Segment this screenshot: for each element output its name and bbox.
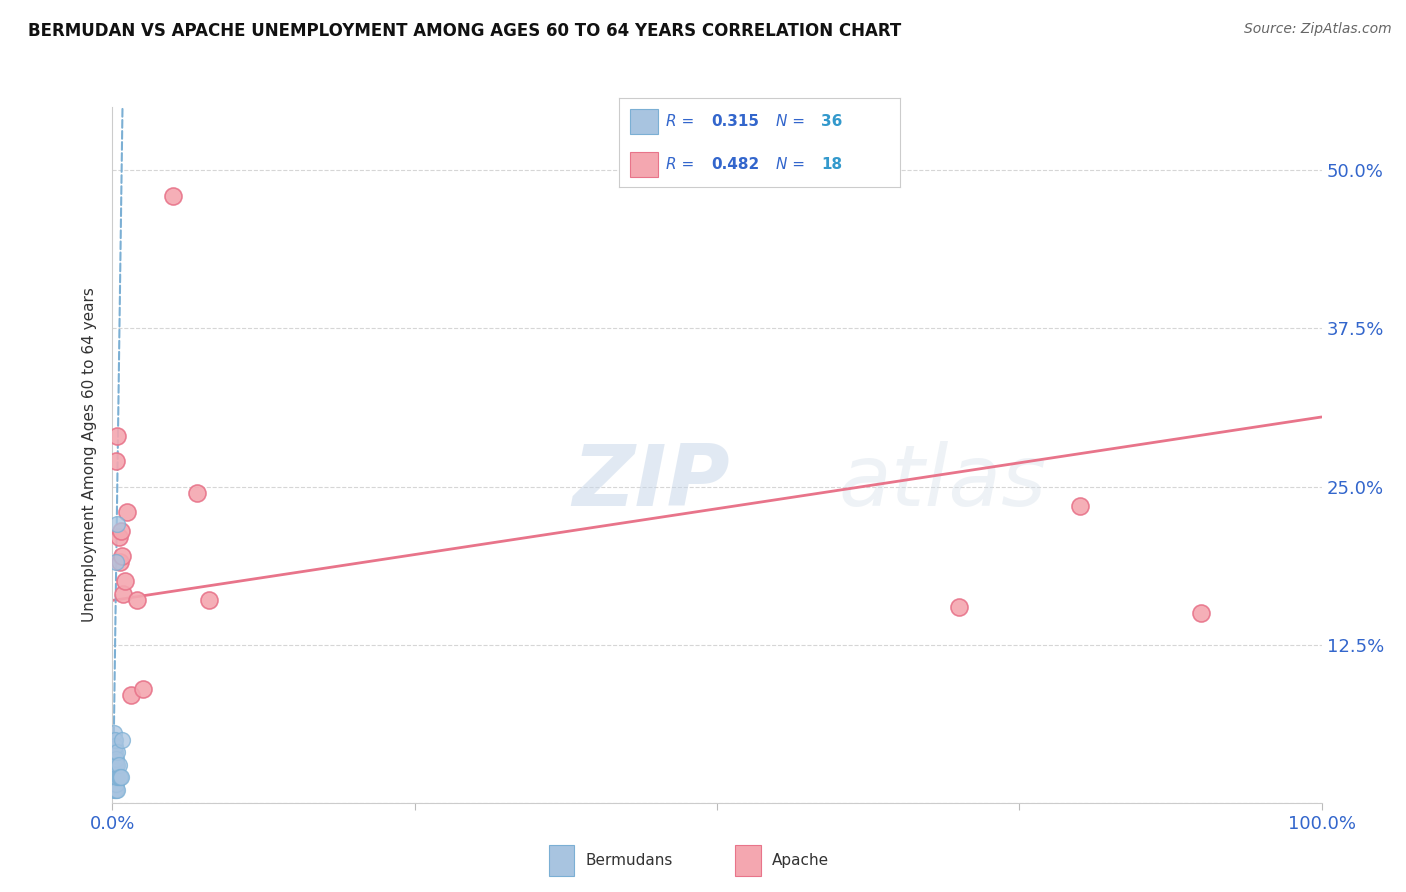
Point xyxy=(110,524,132,538)
Point xyxy=(104,764,127,779)
Point xyxy=(105,757,128,772)
Point xyxy=(103,751,125,765)
Y-axis label: Unemployment Among Ages 60 to 64 years: Unemployment Among Ages 60 to 64 years xyxy=(82,287,97,623)
Point xyxy=(111,549,134,563)
Point xyxy=(107,757,129,772)
Point xyxy=(132,681,155,696)
Point xyxy=(108,771,131,785)
Point xyxy=(105,454,128,468)
Point xyxy=(112,587,135,601)
Text: ZIP: ZIP xyxy=(572,442,730,524)
Point xyxy=(110,771,132,785)
Bar xyxy=(735,846,761,876)
Text: Bermudans: Bermudans xyxy=(585,854,673,868)
Text: 36: 36 xyxy=(821,114,842,128)
Point xyxy=(107,530,129,544)
Text: 0.315: 0.315 xyxy=(711,114,759,128)
Point xyxy=(103,783,125,797)
Point xyxy=(105,745,128,759)
Text: Apache: Apache xyxy=(772,854,830,868)
Point xyxy=(103,745,125,759)
Point xyxy=(103,726,125,740)
Point xyxy=(105,517,128,532)
Point xyxy=(105,429,128,443)
Text: N =: N = xyxy=(776,114,810,128)
Point xyxy=(105,783,128,797)
Text: R =: R = xyxy=(666,157,700,171)
Bar xyxy=(630,152,658,177)
Point xyxy=(105,771,128,785)
Point xyxy=(105,771,128,785)
Point xyxy=(103,777,125,791)
Point xyxy=(104,783,127,797)
Point xyxy=(105,751,128,765)
Point xyxy=(1069,499,1091,513)
Point xyxy=(105,777,128,791)
Point xyxy=(105,783,128,797)
Text: Source: ZipAtlas.com: Source: ZipAtlas.com xyxy=(1244,22,1392,37)
Point xyxy=(108,556,131,570)
Text: 18: 18 xyxy=(821,157,842,171)
Point xyxy=(104,757,127,772)
Point xyxy=(125,593,148,607)
Point xyxy=(104,745,127,759)
Text: atlas: atlas xyxy=(838,442,1046,524)
Point xyxy=(111,732,134,747)
Point xyxy=(105,556,128,570)
Point xyxy=(104,777,127,791)
Point xyxy=(104,739,127,753)
Point xyxy=(103,739,125,753)
Point xyxy=(162,188,184,202)
Point xyxy=(104,732,127,747)
Point xyxy=(186,486,208,500)
Point xyxy=(103,771,125,785)
Point xyxy=(120,688,142,702)
Point xyxy=(103,757,125,772)
Text: BERMUDAN VS APACHE UNEMPLOYMENT AMONG AGES 60 TO 64 YEARS CORRELATION CHART: BERMUDAN VS APACHE UNEMPLOYMENT AMONG AG… xyxy=(28,22,901,40)
Bar xyxy=(548,846,575,876)
Point xyxy=(948,599,970,614)
Text: 0.482: 0.482 xyxy=(711,157,759,171)
Text: R =: R = xyxy=(666,114,700,128)
Point xyxy=(104,751,127,765)
Point xyxy=(103,732,125,747)
Point xyxy=(115,505,138,519)
Point xyxy=(103,764,125,779)
Text: N =: N = xyxy=(776,157,810,171)
Point xyxy=(198,593,221,607)
Point xyxy=(104,771,127,785)
Point xyxy=(114,574,136,589)
Point xyxy=(105,764,128,779)
Point xyxy=(107,771,129,785)
Point xyxy=(105,757,128,772)
Point xyxy=(1189,606,1212,620)
Bar xyxy=(630,109,658,134)
